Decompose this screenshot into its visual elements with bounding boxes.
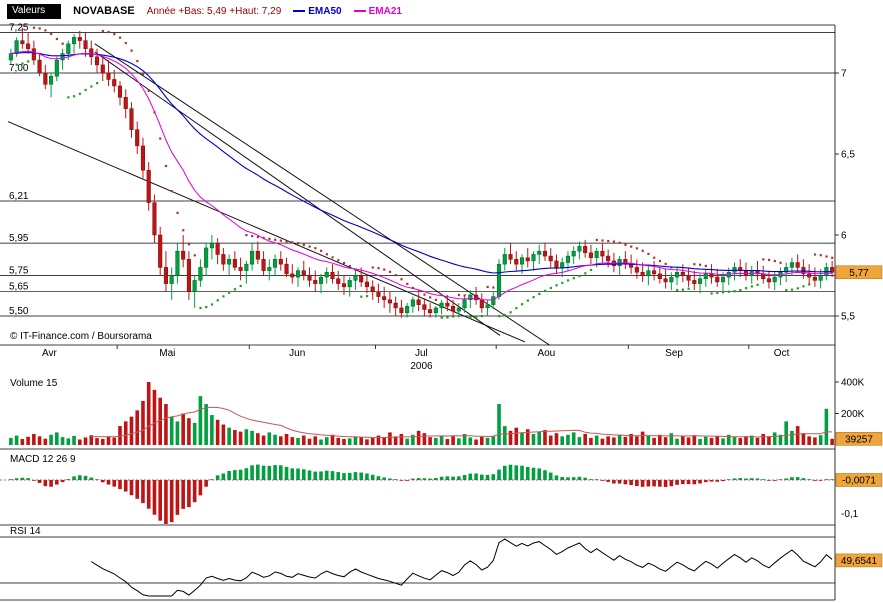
- svg-text:400K: 400K: [841, 378, 865, 389]
- rsi-value-badge: 49,6541: [835, 553, 883, 568]
- chart-header: Valeurs NOVABASE Année +Bas: 5,49 +Haut:…: [0, 0, 883, 22]
- chart-canvas[interactable]: 7,25 7,00 6,21 5,95 5,75 5,65 5,50 7 6,5 6 5,5 Avr M…: [0, 22, 883, 603]
- macd-value-badge: -0,0071: [835, 473, 883, 487]
- price-axis-right: 7 6,5 6 5,5: [835, 69, 855, 323]
- svg-text:5,77: 5,77: [849, 268, 869, 279]
- svg-text:Aou: Aou: [537, 348, 555, 359]
- ema50-legend-item: EMA50: [293, 5, 342, 17]
- svg-text:Oct: Oct: [774, 348, 790, 359]
- svg-text:5,65: 5,65: [9, 282, 29, 293]
- value-badges: 5,77 39257 -0,0071 49,6541: [835, 265, 883, 568]
- ema50-color-dash: [293, 10, 306, 12]
- svg-text:49,6541: 49,6541: [841, 556, 878, 567]
- svg-text:RSI 14: RSI 14: [10, 526, 41, 537]
- grid-lines: [0, 24, 836, 601]
- svg-text:6,5: 6,5: [841, 150, 855, 161]
- svg-text:5,95: 5,95: [9, 233, 29, 244]
- svg-text:6: 6: [841, 231, 847, 242]
- svg-text:-0,0071: -0,0071: [842, 476, 876, 487]
- sar-dots: [15, 26, 834, 319]
- svg-text:200K: 200K: [841, 409, 865, 420]
- svg-text:Volume 15: Volume 15: [10, 378, 58, 389]
- svg-text:Mai: Mai: [159, 348, 175, 359]
- svg-text:MACD 12 26 9: MACD 12 26 9: [10, 454, 76, 465]
- ema-overlays: [10, 50, 833, 301]
- volume-bars: [9, 382, 834, 445]
- svg-text:Avr: Avr: [42, 348, 57, 359]
- last-price-badge: 5,77: [835, 265, 883, 280]
- year-range-label: Année +Bas: 5,49 +Haut: 7,29: [146, 5, 282, 17]
- svg-text:© IT-Finance.com / Boursorama: © IT-Finance.com / Boursorama: [10, 331, 152, 342]
- ema21-color-dash: [353, 10, 366, 12]
- trend-lines: [7, 43, 550, 346]
- svg-text:5,75: 5,75: [9, 266, 29, 277]
- svg-text:Jun: Jun: [289, 348, 305, 359]
- ema21-legend: EMA21: [368, 5, 402, 17]
- candlestick-series: [8, 27, 835, 318]
- svg-text:7: 7: [841, 69, 847, 80]
- volume-panel-label: Volume 15: [10, 378, 58, 389]
- svg-text:6,21: 6,21: [9, 191, 29, 202]
- last-volume-badge: 39257: [835, 432, 883, 446]
- rsi-panel-label: RSI 14: [10, 526, 41, 537]
- svg-text:39257: 39257: [845, 434, 873, 445]
- svg-text:7,00: 7,00: [9, 63, 29, 74]
- values-menu-button[interactable]: Valeurs: [7, 3, 62, 19]
- time-axis: Avr Mai Jun Jul Aou Sep Oct 2006: [42, 345, 790, 372]
- svg-text:7,25: 7,25: [9, 23, 29, 34]
- macd-panel-label: MACD 12 26 9: [10, 454, 76, 465]
- macd-histogram: [9, 464, 834, 524]
- volume-ma-line: [91, 406, 833, 439]
- price-level-labels: 7,25 7,00 6,21 5,95 5,75 5,65 5,50: [9, 23, 29, 318]
- ema21-legend-item: EMA21: [353, 5, 402, 17]
- copyright-label: © IT-Finance.com / Boursorama: [10, 331, 152, 342]
- svg-text:5,5: 5,5: [841, 312, 855, 323]
- svg-text:2006: 2006: [410, 361, 433, 372]
- symbol-name: NOVABASE: [73, 5, 135, 17]
- macd-axis: -0,1: [841, 509, 859, 520]
- ema50-legend: EMA50: [308, 5, 342, 17]
- svg-text:Jul: Jul: [415, 348, 428, 359]
- svg-text:Sep: Sep: [665, 348, 683, 359]
- rsi-line: [91, 538, 833, 597]
- volume-axis: 400K 200K: [835, 378, 865, 420]
- svg-text:5,50: 5,50: [9, 306, 29, 317]
- svg-text:-0,1: -0,1: [841, 509, 859, 520]
